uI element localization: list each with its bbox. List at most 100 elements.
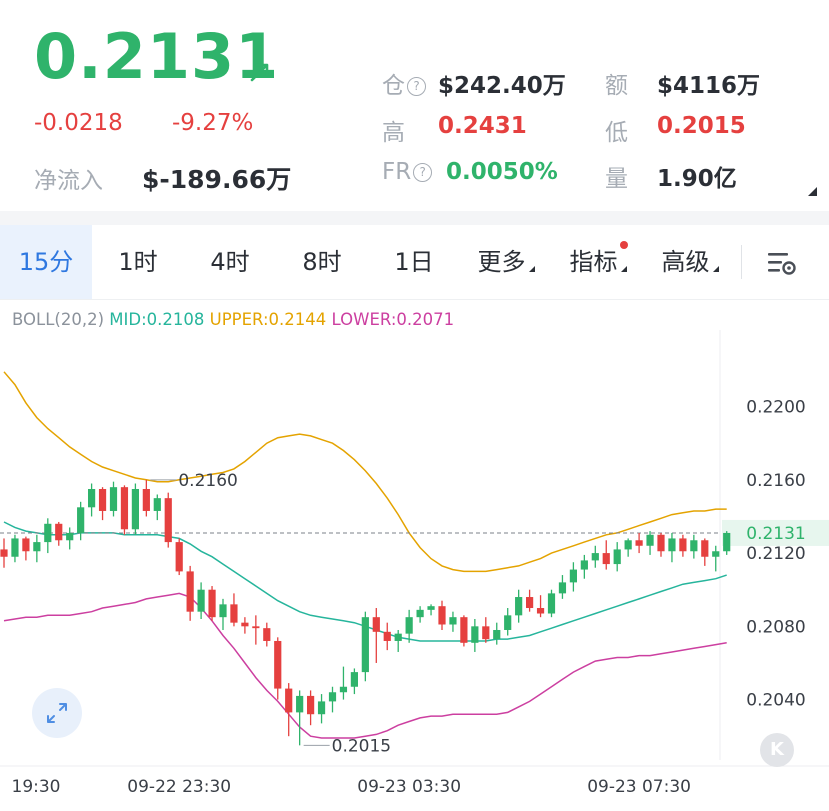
fullscreen-button[interactable] (32, 688, 82, 738)
candle-body (547, 593, 556, 614)
boll-mid: MID:0.2108 (109, 310, 205, 329)
candle-body (712, 551, 720, 557)
chart-toolbar: 15分 1时 4时 8时 1日 更多 指标 高级 (0, 225, 829, 300)
dropdown-triangle-icon (712, 266, 719, 272)
x-tick-label: 09-23 03:30 (357, 777, 461, 797)
low-label: 低 (605, 120, 628, 146)
candle-body (471, 626, 479, 643)
y-tick-label: 0.2080 (746, 617, 805, 637)
boll-name: BOLL(20,2) (12, 310, 105, 329)
open-interest-label[interactable]: 仓? (382, 66, 426, 100)
price-change-percent: -9.27% (172, 110, 254, 136)
candle-body (274, 640, 282, 689)
arrow-up-right-icon (250, 63, 269, 82)
candle-body (88, 488, 96, 508)
funding-rate-label-text: FR (382, 159, 412, 185)
candle-body (109, 487, 118, 511)
candle-body (77, 507, 85, 533)
candle-body (536, 608, 545, 614)
turnover-label: 额 (605, 73, 628, 99)
candle-body (405, 617, 413, 634)
candle-body (624, 540, 632, 550)
tab-advanced-label: 高级 (661, 248, 710, 276)
current-price-tag (722, 519, 829, 546)
x-tick-label: 09-22 23:30 (127, 777, 231, 797)
y-tick-label: 0.2160 (746, 471, 805, 491)
funding-rate-label[interactable]: FR? (382, 159, 433, 185)
candle-body (307, 695, 315, 715)
candle-body (460, 617, 468, 643)
candle-body (613, 549, 621, 565)
candle-body (175, 542, 183, 572)
chart-settings-icon[interactable] (766, 249, 798, 277)
candle-body (230, 604, 238, 623)
brand-logo: K (760, 733, 794, 767)
candle-body (11, 538, 19, 557)
candle-body (22, 538, 30, 552)
tab-1d[interactable]: 1日 (394, 248, 434, 276)
notification-dot (620, 241, 628, 249)
candle-body (690, 540, 698, 552)
candle-body (482, 626, 490, 640)
boll-lower: LOWER:0.2071 (331, 310, 455, 329)
high-value: 0.2431 (438, 113, 527, 139)
indicator-legend: BOLL(20,2) MID:0.2108 UPPER:0.2144 LOWER… (12, 310, 454, 329)
candle-body (580, 560, 588, 570)
candle-body (131, 488, 139, 530)
candle-body (44, 523, 52, 543)
candle-body (241, 622, 249, 627)
y-tick-label: 0.2120 (746, 544, 805, 564)
section-divider (0, 211, 829, 225)
candle-body (394, 633, 402, 641)
candle-body (350, 672, 358, 687)
candle-body (328, 692, 337, 702)
candle-body (66, 532, 74, 541)
tab-15m[interactable]: 15分 (0, 225, 92, 299)
open-interest-value: $242.40万 (438, 73, 566, 99)
candle-body (679, 538, 687, 552)
candle-body (219, 604, 227, 618)
open-interest-label-text: 仓 (382, 73, 405, 99)
tab-indicators-label: 指标 (569, 248, 618, 276)
candle-body (186, 571, 194, 612)
candle-body (197, 589, 205, 612)
price-change: -0.0218 (34, 110, 123, 136)
high-label: 高 (382, 120, 405, 146)
candle-body (602, 553, 610, 565)
candle-body (635, 540, 643, 546)
tab-4h[interactable]: 4时 (210, 248, 250, 276)
candlestick-chart[interactable]: 0.2200 0.2160 0.2120 0.2080 0.2040 19:30 09-22… (0, 330, 829, 811)
tab-indicators[interactable]: 指标 (552, 225, 644, 299)
expand-icon (47, 703, 67, 723)
tab-8h[interactable]: 8时 (302, 248, 342, 276)
tab-advanced[interactable]: 高级 (644, 225, 736, 299)
candle-body (208, 589, 216, 618)
candle-body (296, 695, 304, 713)
candle-body (438, 606, 446, 625)
tab-more[interactable]: 更多 (460, 225, 552, 299)
candle-body (504, 615, 512, 630)
candle-body (120, 487, 129, 530)
candle-body (98, 488, 107, 511)
help-icon[interactable]: ? (413, 163, 433, 182)
boll-upper-line (3, 371, 727, 573)
candle-body (449, 617, 457, 625)
help-icon[interactable]: ? (407, 77, 426, 96)
candle-body (383, 631, 391, 641)
candle-body (317, 701, 326, 715)
y-tick-label: 0.2200 (746, 398, 805, 418)
candle-body (285, 688, 293, 713)
last-price: 0.2131 (34, 20, 280, 93)
x-tick-label: 19:30 (12, 777, 61, 797)
candle-body (701, 540, 709, 557)
candle-body (493, 629, 501, 640)
dropdown-triangle-icon (528, 266, 535, 272)
candle-body (558, 582, 567, 594)
tab-1h[interactable]: 1时 (118, 248, 158, 276)
expand-triangle-icon[interactable] (808, 187, 817, 196)
candle-body (339, 686, 348, 693)
boll-upper: UPPER:0.2144 (209, 310, 327, 329)
candle-body (263, 628, 271, 641)
candle-body (646, 534, 654, 546)
volume-label: 量 (605, 166, 628, 192)
